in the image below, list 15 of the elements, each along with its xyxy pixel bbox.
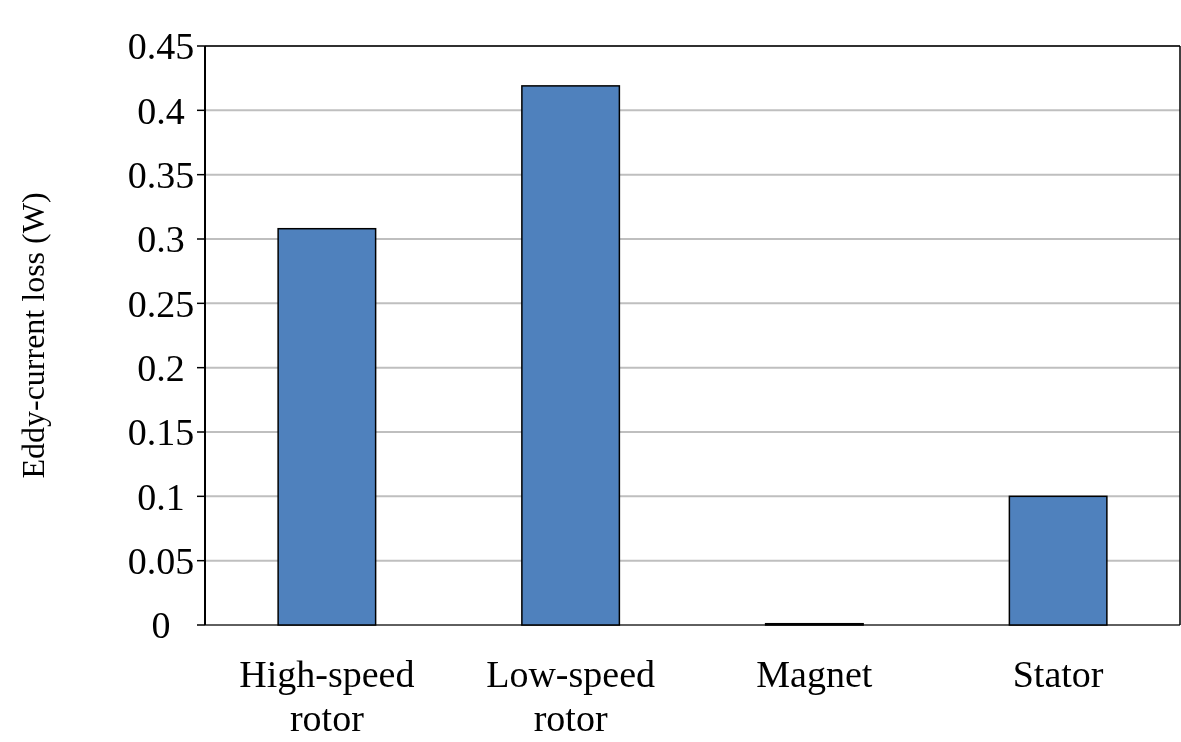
y-tick-label: 0.35 (127, 153, 195, 196)
x-tick-label: High-speed rotor (239, 653, 415, 739)
y-tick-label: 0.4 (137, 89, 185, 132)
y-tick-label: 0.3 (137, 218, 185, 261)
y-tick-label: 0.1 (137, 475, 185, 518)
x-tick-label: Stator (1012, 653, 1104, 695)
y-tick-label: 0 (151, 604, 171, 647)
y-axis-title: Eddy-current loss (W) (15, 192, 51, 479)
y-tick-label: 0.45 (127, 25, 195, 68)
y-tick-label: 0.05 (127, 539, 195, 582)
y-tick-label: 0.15 (127, 411, 195, 454)
y-tick-label: 0.2 (137, 346, 185, 389)
y-tick-label: 0.25 (127, 282, 195, 325)
x-tick-label: Low-speed rotor (486, 653, 656, 739)
x-tick-label: Magnet (756, 653, 873, 695)
